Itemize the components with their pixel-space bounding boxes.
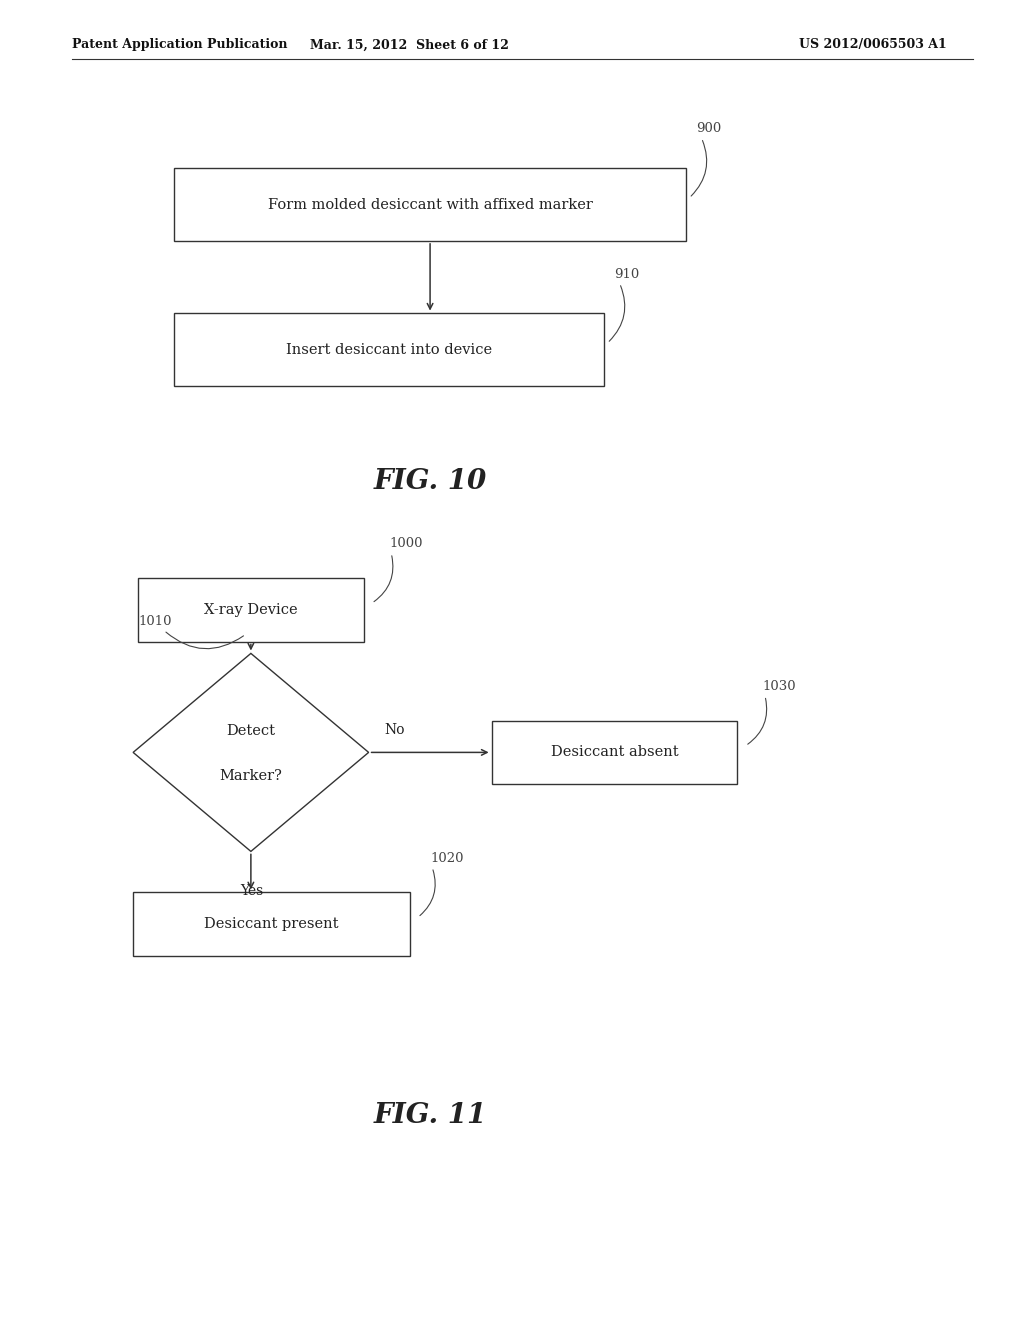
Text: Yes: Yes (241, 884, 264, 899)
Text: Form molded desiccant with affixed marker: Form molded desiccant with affixed marke… (267, 198, 593, 211)
FancyBboxPatch shape (138, 578, 364, 642)
FancyBboxPatch shape (133, 892, 410, 956)
Text: Mar. 15, 2012  Sheet 6 of 12: Mar. 15, 2012 Sheet 6 of 12 (310, 38, 509, 51)
Text: X-ray Device: X-ray Device (204, 603, 298, 616)
FancyBboxPatch shape (492, 721, 737, 784)
FancyBboxPatch shape (174, 168, 686, 242)
FancyBboxPatch shape (174, 313, 604, 385)
Text: Patent Application Publication: Patent Application Publication (72, 38, 287, 51)
Text: 910: 910 (614, 268, 640, 281)
Text: Marker?: Marker? (219, 770, 283, 783)
Text: FIG. 10: FIG. 10 (374, 469, 486, 495)
Text: FIG. 11: FIG. 11 (374, 1102, 486, 1129)
Text: 900: 900 (696, 123, 722, 135)
Polygon shape (133, 653, 369, 851)
Text: 1030: 1030 (763, 680, 797, 693)
Text: 1000: 1000 (389, 537, 423, 550)
Text: 1010: 1010 (138, 615, 172, 628)
Text: No: No (384, 722, 404, 737)
Text: Detect: Detect (226, 725, 275, 738)
Text: 1020: 1020 (430, 851, 464, 865)
Text: Insert desiccant into device: Insert desiccant into device (286, 343, 493, 356)
Text: Desiccant present: Desiccant present (204, 917, 339, 931)
Text: Desiccant absent: Desiccant absent (551, 746, 678, 759)
Text: US 2012/0065503 A1: US 2012/0065503 A1 (799, 38, 946, 51)
